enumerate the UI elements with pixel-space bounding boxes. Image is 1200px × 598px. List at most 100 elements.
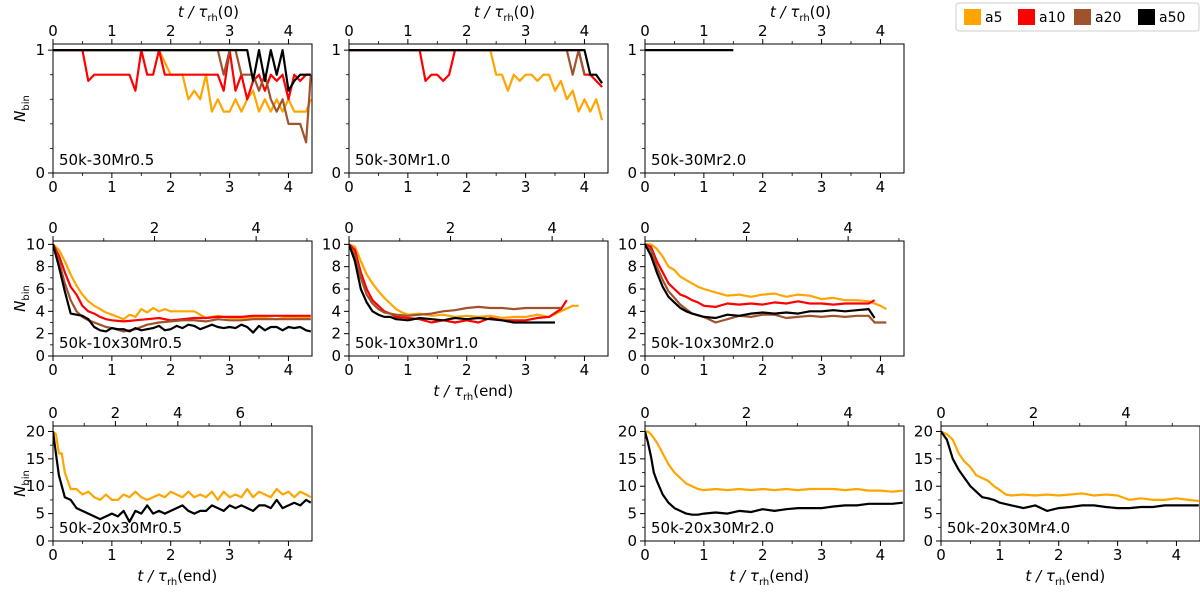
x-tick-label: 2 xyxy=(758,546,768,564)
plot-frame xyxy=(644,425,905,542)
top-x-tick-label: 2 xyxy=(742,219,752,237)
series-line-a10 xyxy=(53,243,311,323)
x-tick-label: 1 xyxy=(107,546,117,564)
series-group xyxy=(53,243,312,334)
x-tick-label: 0 xyxy=(640,361,650,379)
top-x-tick-label: 1 xyxy=(107,22,117,40)
x-tick-label: 4 xyxy=(876,361,886,379)
top-x-tick-label: 0 xyxy=(640,219,650,237)
x-tick-label: 3 xyxy=(521,361,531,379)
y-tick-label: 0 xyxy=(923,532,933,550)
y-tick-label: 0 xyxy=(331,164,341,182)
x-tick-label: 2 xyxy=(166,178,176,196)
x-tick-label: 0 xyxy=(640,178,650,196)
x-tick-label: 3 xyxy=(817,178,827,196)
bottom-axis-label: t / τrh(end) xyxy=(1025,567,1105,588)
x-tick-label: 3 xyxy=(225,178,235,196)
y-tick-label: 6 xyxy=(35,280,45,298)
series-line-a50 xyxy=(349,48,604,84)
series-group xyxy=(53,430,312,523)
panel-label: 50k-10x30Mr2.0 xyxy=(651,334,774,352)
series-line-a5 xyxy=(645,430,903,493)
x-tick-label: 3 xyxy=(817,546,827,564)
legend-label-a50: a50 xyxy=(1159,10,1185,26)
x-tick-label: 1 xyxy=(699,546,709,564)
top-axis-label: t / τrh(0) xyxy=(770,3,831,24)
series-line-a20 xyxy=(349,243,561,317)
top-x-tick-label: 3 xyxy=(225,22,235,40)
series-line-a5 xyxy=(645,243,887,311)
top-x-tick-label: 2 xyxy=(1029,404,1039,422)
series-line-a10 xyxy=(349,243,568,324)
y-tick-label: 0 xyxy=(331,347,341,365)
series-group xyxy=(645,430,903,516)
plot-frame xyxy=(52,240,313,357)
top-x-tick-label: 3 xyxy=(817,22,827,40)
x-tick-label: 4 xyxy=(580,178,590,196)
y-tick-label: 20 xyxy=(26,422,45,440)
series-group xyxy=(941,430,1199,512)
y-tick-label: 10 xyxy=(322,235,341,253)
series-line-a10 xyxy=(645,243,876,308)
x-tick-label: 3 xyxy=(1113,546,1123,564)
series-line-a10 xyxy=(53,48,311,101)
plot-frame xyxy=(52,425,313,542)
series-line-a20 xyxy=(53,243,311,333)
y-axis-label: Nbin xyxy=(11,470,32,497)
series-group xyxy=(53,48,312,144)
panel-label: 50k-30Mr1.0 xyxy=(355,151,450,169)
series-line-a50 xyxy=(53,48,311,92)
y-tick-label: 1 xyxy=(35,41,45,59)
panel-50k-20x30Mr2.0: 0 1 2 3 4 0 2 4 0 5 10 15 20 50k-20x30Mr2.0 t / τrh(en… xyxy=(618,404,905,588)
top-x-tick-label: 0 xyxy=(640,404,650,422)
x-tick-label: 4 xyxy=(580,361,590,379)
y-axis-label: Nbin xyxy=(11,95,32,122)
y-tick-label: 1 xyxy=(627,41,637,59)
plot-frame xyxy=(644,43,905,174)
top-x-tick-label: 2 xyxy=(111,404,121,422)
y-tick-label: 2 xyxy=(331,325,341,343)
x-tick-label: 1 xyxy=(107,361,117,379)
x-tick-label: 2 xyxy=(758,178,768,196)
x-tick-label: 0 xyxy=(344,361,354,379)
plot-frame xyxy=(940,425,1200,542)
y-tick-label: 8 xyxy=(627,258,637,276)
y-tick-label: 20 xyxy=(618,422,637,440)
panel-label: 50k-20x30Mr4.0 xyxy=(947,519,1070,537)
series-group xyxy=(645,243,887,324)
legend-swatch-a50 xyxy=(1138,9,1155,25)
x-tick-label: 2 xyxy=(1054,546,1064,564)
y-tick-label: 0 xyxy=(627,164,637,182)
x-tick-label: 4 xyxy=(876,178,886,196)
x-tick-label: 1 xyxy=(699,361,709,379)
x-tick-label: 2 xyxy=(166,546,176,564)
legend-label-a5: a5 xyxy=(985,10,1003,26)
panel-label: 50k-10x30Mr1.0 xyxy=(355,334,478,352)
top-x-tick-label: 0 xyxy=(48,404,58,422)
top-x-tick-label: 4 xyxy=(580,22,590,40)
x-tick-label: 2 xyxy=(462,178,472,196)
top-x-tick-label: 4 xyxy=(843,404,853,422)
plot-frame xyxy=(348,43,609,174)
y-tick-label: 0 xyxy=(627,347,637,365)
y-tick-label: 5 xyxy=(627,505,637,523)
x-tick-label: 1 xyxy=(403,178,413,196)
series-group xyxy=(349,243,579,324)
series-line-a5 xyxy=(349,243,579,320)
legend-swatch-a5 xyxy=(964,9,981,25)
top-x-tick-label: 4 xyxy=(876,22,886,40)
x-tick-label: 0 xyxy=(640,546,650,564)
top-x-tick-label: 2 xyxy=(758,22,768,40)
panel-label: 50k-10x30Mr0.5 xyxy=(59,334,182,352)
y-tick-label: 6 xyxy=(627,280,637,298)
top-x-tick-label: 0 xyxy=(48,22,58,40)
series-line-a50 xyxy=(53,244,312,334)
